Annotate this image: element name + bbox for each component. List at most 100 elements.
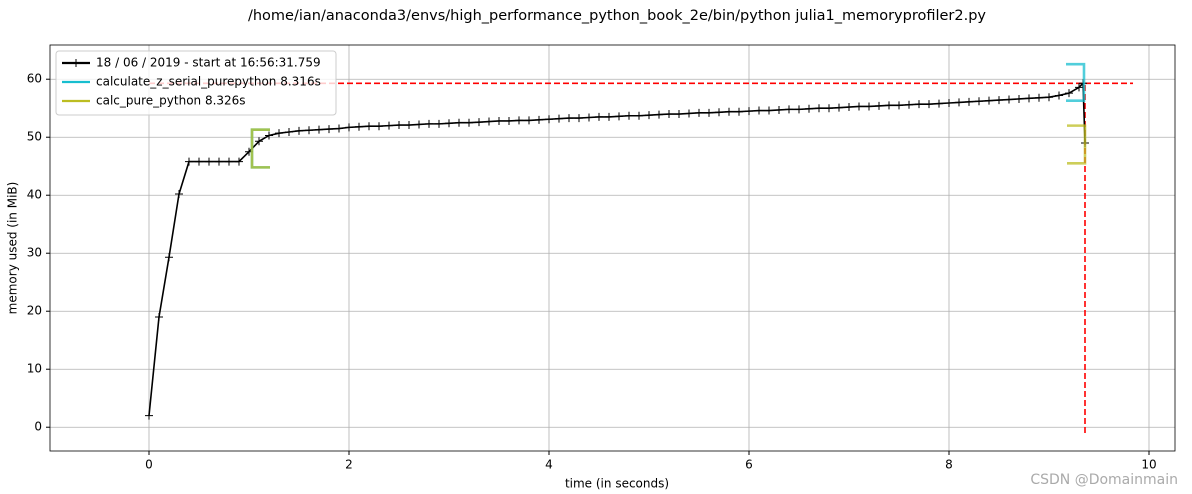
point-marker	[1045, 93, 1053, 102]
point-marker	[555, 114, 563, 123]
point-marker	[865, 102, 873, 111]
point-marker	[455, 118, 463, 127]
x-tick-label: 4	[545, 458, 553, 472]
point-marker	[755, 106, 763, 115]
point-marker	[355, 122, 363, 131]
point-marker	[165, 253, 173, 262]
x-tick-label: 10	[1141, 458, 1156, 472]
point-marker	[625, 111, 633, 120]
x-axis-label: time (in seconds)	[565, 477, 669, 491]
plot-frame	[49, 44, 1176, 452]
legend-label: 18 / 06 / 2019 - start at 16:56:31.759	[96, 56, 321, 70]
point-marker	[935, 99, 943, 108]
x-tick-label: 6	[745, 458, 753, 472]
point-marker	[515, 116, 523, 125]
point-marker	[465, 118, 473, 127]
point-marker	[425, 119, 433, 128]
point-marker	[885, 101, 893, 110]
point-marker	[195, 157, 203, 166]
point-marker	[975, 97, 983, 106]
point-marker	[965, 97, 973, 106]
point-marker	[585, 113, 593, 122]
legend-label: calculate_z_serial_purepython 8.316s	[96, 75, 321, 89]
point-marker	[535, 115, 543, 124]
y-tick-label: 30	[27, 246, 42, 260]
point-marker	[595, 112, 603, 121]
point-marker	[995, 96, 1003, 105]
function-bracket	[1066, 62, 1086, 102]
point-marker	[315, 125, 323, 134]
point-marker	[715, 108, 723, 117]
point-marker	[445, 119, 453, 128]
point-marker	[375, 122, 383, 131]
point-marker	[215, 157, 223, 166]
y-tick-label: 20	[27, 304, 42, 318]
point-marker	[795, 105, 803, 114]
point-marker	[1065, 89, 1073, 98]
point-marker	[645, 111, 653, 120]
point-marker	[275, 129, 283, 138]
point-marker	[175, 190, 183, 199]
point-marker	[205, 157, 213, 166]
function-bracket	[1067, 124, 1087, 165]
point-marker	[415, 120, 423, 129]
point-marker	[285, 128, 293, 136]
point-marker	[405, 121, 413, 130]
point-marker	[295, 126, 303, 135]
y-tick-label: 10	[27, 362, 42, 376]
point-marker	[955, 98, 963, 107]
point-marker	[785, 105, 793, 114]
point-marker	[505, 116, 513, 125]
point-marker	[525, 116, 533, 125]
point-marker	[225, 157, 233, 166]
point-marker	[545, 115, 553, 124]
point-marker	[1015, 94, 1023, 103]
point-marker	[915, 100, 923, 109]
legend-marker	[72, 59, 80, 67]
function-bracket	[250, 128, 270, 169]
point-marker	[145, 411, 153, 420]
point-marker	[575, 114, 583, 123]
point-marker	[945, 99, 953, 107]
point-marker	[855, 102, 863, 111]
point-marker	[805, 104, 813, 113]
point-marker	[565, 114, 573, 123]
legend-label: calc_pure_python 8.326s	[96, 94, 246, 108]
point-marker	[235, 157, 243, 166]
point-marker	[325, 125, 333, 134]
x-tick-label: 2	[345, 458, 353, 472]
point-marker	[1035, 93, 1043, 102]
point-marker	[1075, 83, 1083, 92]
point-marker	[635, 111, 643, 120]
point-marker	[335, 124, 343, 133]
point-marker	[895, 101, 903, 110]
point-marker	[665, 110, 673, 119]
point-marker	[675, 110, 683, 119]
point-marker	[775, 105, 783, 114]
point-marker	[875, 101, 883, 110]
point-marker	[735, 107, 743, 116]
point-marker	[985, 96, 993, 105]
x-tick-label: 0	[145, 458, 153, 472]
point-marker	[385, 121, 393, 130]
point-marker	[495, 116, 503, 125]
point-marker	[615, 112, 623, 121]
point-marker	[725, 107, 733, 116]
point-marker	[365, 122, 373, 131]
point-marker	[685, 109, 693, 118]
point-marker	[605, 112, 613, 121]
point-marker	[265, 131, 273, 140]
point-marker	[765, 106, 773, 115]
point-marker	[435, 119, 443, 128]
point-marker	[255, 137, 263, 146]
point-marker	[745, 107, 753, 116]
point-marker	[925, 100, 933, 109]
y-tick-label: 40	[27, 188, 42, 202]
legend-box	[55, 50, 337, 116]
point-marker	[655, 110, 663, 119]
point-marker	[1055, 91, 1063, 100]
point-marker	[155, 313, 163, 322]
point-marker	[485, 117, 493, 126]
chart-title: /home/ian/anaconda3/envs/high_performanc…	[248, 8, 986, 24]
point-marker	[1005, 95, 1013, 104]
